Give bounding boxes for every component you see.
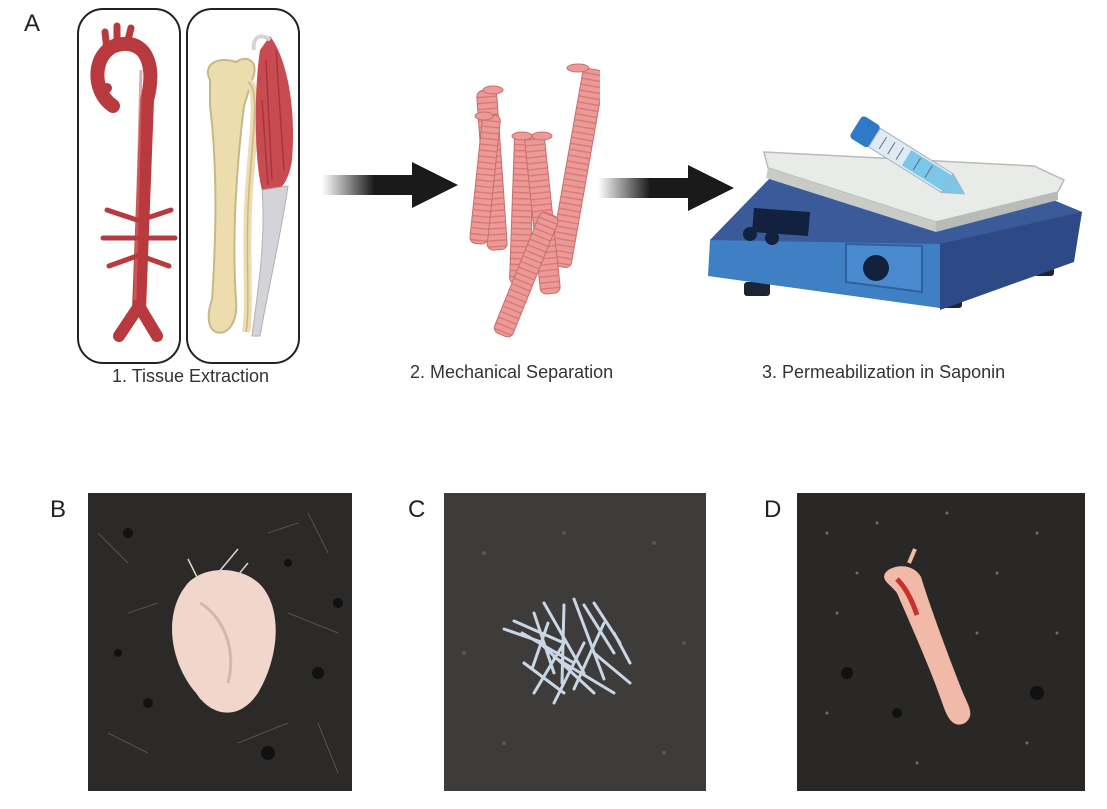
step-label-tissue-extraction: 1. Tissue Extraction: [112, 366, 270, 386]
arrow-icon: [322, 162, 458, 208]
bone-muscle-illustration: [207, 34, 294, 337]
step-label-permeabilization: 3. Permeabilization in Saponin: [762, 362, 1006, 382]
photo-d-aorta: [797, 493, 1085, 791]
photo-b-tissue: [88, 493, 352, 791]
aorta-illustration: [90, 22, 178, 342]
aorta-frame: [77, 8, 181, 364]
fibers-photo-illustration: [444, 493, 706, 791]
arrow-icon: [598, 165, 734, 211]
photo-c-fibers: [444, 493, 706, 791]
panel-label-b: B: [50, 496, 67, 523]
aorta-photo-illustration: [797, 493, 1085, 791]
muscle-fibers-illustration: [469, 63, 600, 338]
step-label-mechanical-separation: 2. Mechanical Separation: [410, 362, 614, 382]
panel-label-a: A: [24, 10, 41, 37]
shaker-illustration: [708, 116, 1082, 310]
panel-label-d: D: [764, 496, 782, 523]
panel-label-c: C: [408, 496, 426, 523]
tissue-photo-illustration: [88, 493, 352, 791]
leg-muscle-frame: [186, 8, 300, 364]
